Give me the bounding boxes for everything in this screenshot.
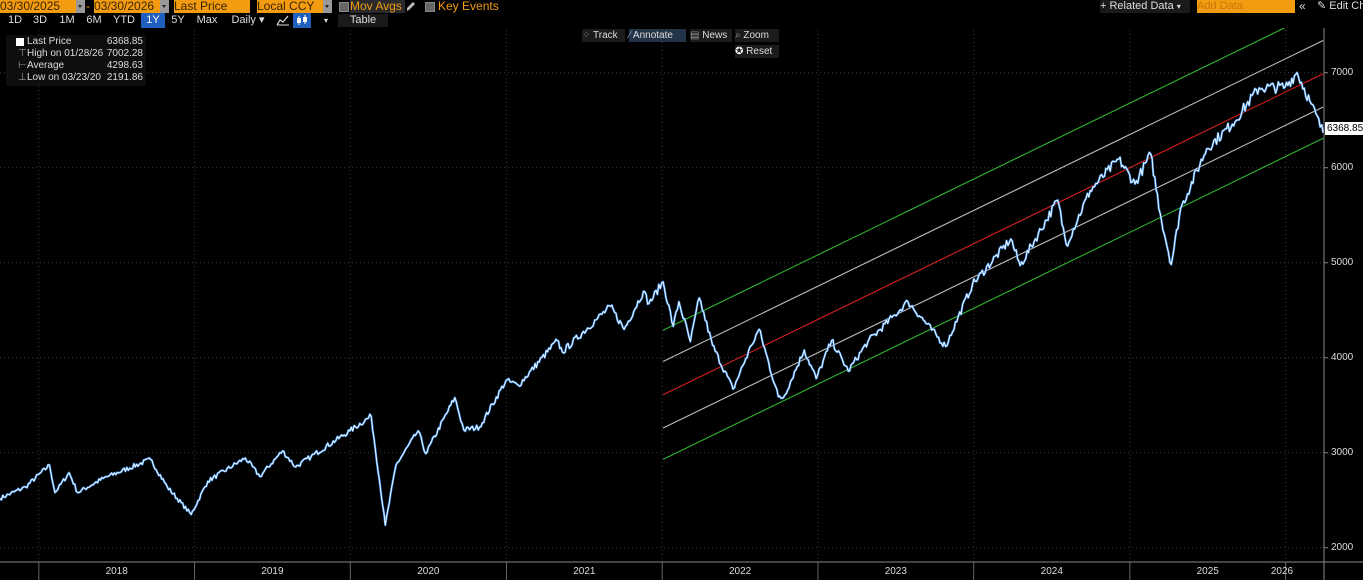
price-line-shadow (0, 71, 1325, 527)
key-events-label[interactable]: Key Events (438, 0, 499, 13)
regression-channel (662, 28, 1324, 460)
currency-select[interactable]: Local CCY (257, 0, 323, 13)
mov-avgs-label[interactable]: Mov Avgs (350, 0, 405, 13)
x-tick-label: 2024 (1040, 566, 1063, 577)
x-tick-label: 2025 (1196, 566, 1219, 577)
lower-inner-band (662, 106, 1324, 429)
table-button[interactable]: Table (338, 14, 388, 27)
chart-type-dropdown-icon[interactable]: ▾ (323, 16, 328, 25)
regression-center-line (662, 73, 1324, 396)
price-chart[interactable] (0, 28, 1363, 580)
annotate-button[interactable]: ⁄ Annotate (629, 29, 686, 42)
range-6m[interactable]: 6M (86, 14, 102, 26)
range-3d[interactable]: 3D (32, 14, 48, 26)
chart-grid (0, 30, 1328, 580)
y-tick-label: 4000 (1331, 351, 1354, 363)
end-date-calendar-icon[interactable] (160, 0, 169, 13)
x-tick-label: 2023 (884, 566, 907, 577)
range-5y[interactable]: 5Y (171, 14, 185, 26)
legend-last-price: Last Price 6368.85 (6, 36, 146, 48)
news-button[interactable]: ▤ News (690, 29, 732, 42)
mov-avgs-checkbox[interactable] (339, 2, 349, 12)
collapse-icon[interactable]: « (1299, 0, 1306, 13)
x-tick-label: 2020 (417, 566, 440, 577)
legend-high: ⊤ High on 01/28/26 7002.28 (18, 48, 143, 59)
y-tick-label: 6000 (1331, 161, 1354, 173)
end-date-field[interactable]: 03/30/2026 (94, 0, 160, 13)
range-max[interactable]: Max (196, 14, 218, 26)
price-series (0, 71, 1325, 527)
upper-outer-band (662, 28, 1286, 331)
legend-average: ⊢ Average 4298.63 (18, 60, 143, 71)
x-tick-label: 2022 (728, 566, 752, 577)
add-data-input[interactable]: Add Data (1197, 0, 1295, 13)
upper-inner-band (662, 39, 1324, 363)
pencil-icon[interactable] (406, 1, 416, 12)
y-tick-label: 7000 (1331, 66, 1354, 78)
track-button[interactable]: ⁘ Track (582, 29, 625, 42)
start-date-calendar-icon[interactable] (76, 0, 85, 13)
legend-box: Last Price 6368.85 ⊤ High on 01/28/26 70… (6, 35, 146, 86)
currency-dropdown-icon[interactable] (323, 0, 332, 13)
y-tick-label: 3000 (1331, 446, 1354, 458)
high-marker-icon: ⊤ (18, 48, 27, 59)
y-tick-label: 2000 (1331, 541, 1354, 553)
x-tick-label: 2019 (261, 566, 284, 577)
lower-outer-band (662, 137, 1324, 460)
price-line (0, 72, 1324, 526)
date-separator: - (86, 0, 90, 13)
range-1y[interactable]: 1Y (141, 13, 165, 28)
average-marker-icon: ⊢ (18, 60, 27, 71)
chart-axes (0, 28, 1363, 580)
x-tick-label: 2018 (105, 566, 128, 577)
last-price-swatch (16, 38, 24, 46)
frequency-select[interactable]: Daily ▾ (231, 14, 265, 26)
x-tick-label: 2026 (1270, 566, 1294, 577)
related-data-button[interactable]: + Related Data ▾ (1100, 0, 1190, 13)
zoom-button[interactable]: ⌕ Zoom (735, 29, 779, 42)
line-chart-icon[interactable] (276, 15, 290, 26)
y-tick-label: 5000 (1331, 256, 1354, 268)
last-price-tag: 6368.85 (1325, 122, 1363, 135)
legend-low: ⊥ Low on 03/23/20 2191.86 (18, 72, 143, 83)
x-tick-label: 2021 (573, 566, 596, 577)
edit-chart-button[interactable]: ✎ Edit Ch (1317, 0, 1363, 12)
field-select[interactable]: Last Price (174, 0, 250, 13)
range-1d[interactable]: 1D (7, 14, 23, 26)
reset-button[interactable]: ✪ Reset (735, 45, 779, 58)
low-marker-icon: ⊥ (18, 72, 27, 83)
start-date-field[interactable]: 03/30/2025 (0, 0, 76, 13)
range-ytd[interactable]: YTD (113, 14, 135, 26)
candle-chart-icon[interactable] (293, 13, 311, 28)
key-events-checkbox[interactable] (425, 2, 435, 12)
range-1m[interactable]: 1M (59, 14, 75, 26)
